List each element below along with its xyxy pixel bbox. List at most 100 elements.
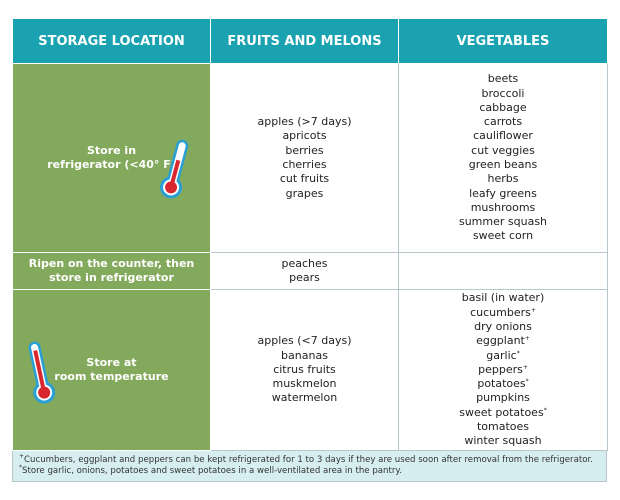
item: berries	[211, 144, 398, 158]
item: pumpkins	[399, 391, 607, 405]
item: summer squash	[399, 215, 607, 229]
item-name: mushrooms	[470, 200, 536, 214]
footnote-mark: +	[19, 453, 25, 460]
item: cherries	[211, 158, 398, 172]
location-label: Ripen on the counter, then	[28, 256, 195, 270]
item-name: peppers	[478, 362, 523, 376]
item-name: winter squash	[464, 434, 542, 448]
item: cut fruits	[211, 172, 398, 186]
item-name: sweet corn	[472, 229, 534, 243]
item: peaches	[211, 257, 398, 271]
item-name: muskmelon	[272, 377, 337, 391]
item: bananas	[211, 349, 398, 363]
item: mushrooms	[399, 201, 607, 215]
fruits-cell: apples (<7 days) bananas citrus fruits musk…	[210, 289, 399, 451]
item-name: bananas	[281, 348, 328, 362]
vegetables-cell: beets broccoli cabbage carrots cauliflower cu…	[398, 63, 608, 253]
row: Ripen on the counter, then store in refri…	[12, 252, 608, 290]
item: herbs	[399, 172, 607, 186]
footnote-text: Cucumbers, eggplant and peppers can be k…	[24, 455, 593, 465]
row: Store at room temperature apples (<7 days)…	[12, 289, 608, 451]
header-cell: VEGETABLES	[398, 18, 608, 64]
item-name: garlic	[486, 348, 517, 362]
item-name: green beans	[468, 158, 538, 171]
header-cell: STORAGE LOCATION	[12, 18, 211, 64]
item-name: peaches	[281, 256, 328, 270]
footnote-text: Store garlic, onions, potatoes and sweet…	[22, 466, 402, 476]
item: peppers+	[399, 363, 607, 377]
item: sweet potatoes*	[399, 406, 607, 420]
item: cucumbers+	[399, 306, 607, 320]
location-label: Store at	[86, 355, 137, 369]
item: basil (in water)	[399, 291, 607, 305]
vegetables-cell	[398, 252, 608, 290]
item-name: sweet potatoes	[459, 405, 544, 419]
item-name: eggplant	[476, 334, 525, 348]
item-name: grapes	[285, 186, 324, 200]
item-name: basil (in water)	[461, 291, 545, 305]
item-mark: +	[530, 306, 536, 314]
item-name: cucumbers	[470, 305, 531, 319]
footnote-mark: *	[19, 464, 22, 471]
item: beets	[399, 72, 607, 86]
header-cell: FRUITS AND MELONS	[210, 18, 399, 64]
item: eggplant+	[399, 334, 607, 348]
item-name: pears	[289, 271, 320, 284]
fruits-cell: peaches pears	[210, 252, 399, 290]
row: Store in refrigerator (<40° F) apples (>7 …	[12, 63, 608, 253]
item-name: apples (<7 days)	[257, 334, 352, 348]
item: dry onions	[399, 320, 607, 334]
item: grapes	[211, 187, 398, 201]
vegetables-cell: basil (in water) cucumbers+ dry onions eggp…	[398, 289, 608, 451]
item-name: carrots	[483, 115, 523, 129]
footnote: +Cucumbers, eggplant and peppers can be …	[19, 453, 600, 466]
item-name: tomatoes	[476, 420, 530, 434]
item-name: watermelon	[271, 391, 338, 405]
item: winter squash	[399, 434, 607, 448]
item-name: herbs	[487, 172, 519, 186]
item-mark: *	[543, 406, 547, 414]
item-name: pumpkins	[476, 391, 530, 405]
item-name: leafy greens	[469, 186, 537, 200]
item: apples (>7 days)	[211, 115, 398, 129]
location-label: Store in	[86, 143, 137, 157]
location-cell: Store at room temperature	[12, 289, 211, 451]
item: sweet corn	[399, 229, 607, 243]
fruits-cell: apples (>7 days) apricots berries cherries c…	[210, 63, 399, 253]
location-label: store in refrigerator	[49, 271, 174, 284]
location-cell: Ripen on the counter, then store in refri…	[12, 252, 211, 290]
item: watermelon	[211, 391, 398, 405]
item-name: citrus fruits	[273, 362, 336, 376]
thermometer-icon	[28, 341, 56, 404]
item-name: cut veggies	[471, 143, 535, 157]
footnote: *Store garlic, onions, potatoes and swee…	[19, 464, 600, 477]
item-mark: *	[516, 349, 520, 357]
footnotes: +Cucumbers, eggplant and peppers can be …	[12, 451, 607, 482]
item: tomatoes	[399, 420, 607, 434]
item-name: dry onions	[474, 319, 532, 333]
item: leafy greens	[399, 187, 607, 201]
item-name: broccoli	[481, 86, 525, 100]
item-name: cut fruits	[279, 172, 330, 186]
thermometer-icon	[160, 139, 189, 199]
item: cabbage	[399, 101, 607, 115]
item-name: potatoes	[477, 377, 526, 391]
item-name: beets	[487, 72, 519, 86]
item-name: summer squash	[458, 215, 548, 229]
table: STORAGE LOCATION FRUITS AND MELONS VEGET…	[12, 18, 608, 451]
item: green beans	[399, 158, 607, 172]
item-mark: +	[524, 335, 530, 343]
item: muskmelon	[211, 377, 398, 391]
item: apricots	[211, 129, 398, 143]
item: cut veggies	[399, 144, 607, 158]
item-mark: *	[525, 378, 529, 386]
item: broccoli	[399, 87, 607, 101]
item: potatoes*	[399, 377, 607, 391]
item-mark: +	[522, 363, 528, 371]
location-cell: Store in refrigerator (<40° F)	[12, 63, 211, 253]
item: cauliflower	[399, 129, 607, 143]
location-label: refrigerator (<40° F)	[47, 158, 176, 171]
item-name: cherries	[282, 158, 327, 171]
item-name: cabbage	[479, 100, 527, 114]
